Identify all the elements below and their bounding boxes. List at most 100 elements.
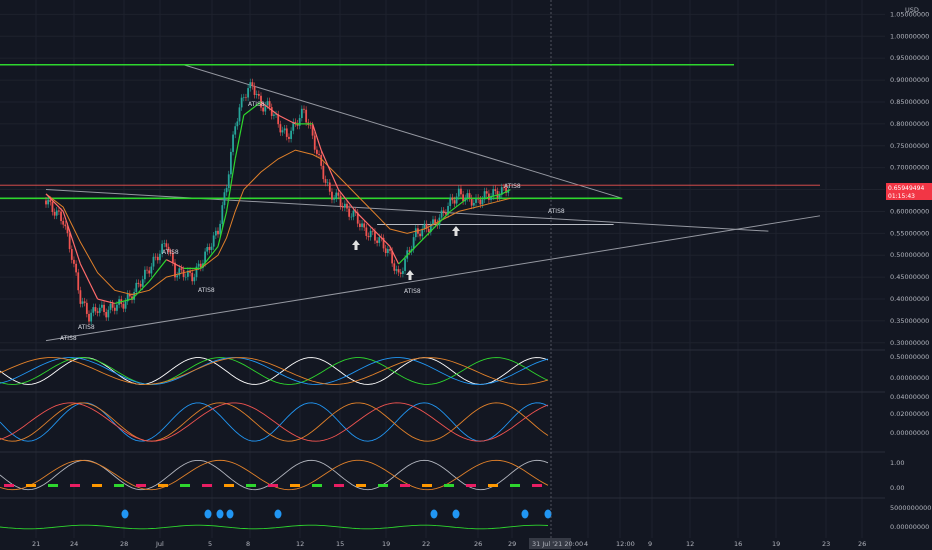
candle-body	[485, 191, 488, 194]
signal-bar	[202, 484, 212, 487]
candle-body	[369, 230, 372, 238]
candle-body	[298, 118, 301, 126]
indicator-line	[0, 524, 549, 530]
price-tick-label: 0.95000000	[890, 54, 929, 62]
candle-body	[408, 250, 411, 252]
price-axis[interactable]	[885, 0, 932, 550]
atis8-label: ATIS8	[198, 287, 215, 294]
trend-line	[183, 64, 623, 199]
fast-moving-average	[398, 246, 417, 265]
signal-bar	[224, 484, 234, 487]
candle-body	[182, 269, 185, 278]
candle-body	[498, 194, 501, 198]
fast-moving-average	[200, 246, 219, 269]
price-tick-label: 0.30000000	[890, 339, 929, 347]
time-tick-label: 24	[70, 540, 78, 548]
candle-body	[257, 93, 260, 96]
candle-body	[275, 114, 277, 115]
candle-body	[109, 303, 112, 310]
up-arrow-marker	[352, 240, 360, 250]
candle-body	[62, 220, 65, 225]
currency-label: USD	[905, 6, 919, 14]
signal-bar	[510, 484, 520, 487]
crosshair-time-badge: 31 Jul '21 20:00	[529, 538, 583, 549]
trend-lines	[45, 64, 821, 342]
candle-body	[457, 188, 460, 197]
candle-body	[193, 277, 196, 282]
fast-moving-average	[501, 189, 511, 195]
time-tick-label: 19	[772, 540, 780, 548]
candle-body	[391, 250, 394, 264]
candle-body	[230, 151, 232, 175]
candle-body	[350, 216, 353, 218]
candle-body	[481, 199, 484, 205]
candle-body	[333, 198, 335, 200]
fast-moving-average	[432, 211, 451, 230]
candle-body	[296, 123, 299, 126]
candle-body	[141, 279, 144, 287]
fast-moving-average	[226, 158, 236, 212]
candle-body	[236, 121, 239, 127]
candle-body	[73, 259, 75, 264]
price-tick-label: 0.60000000	[890, 207, 929, 215]
signal-bar	[4, 484, 14, 487]
signal-bar	[180, 484, 190, 487]
candle-body	[285, 128, 288, 137]
atis8-label: ATIS8	[60, 335, 77, 342]
signal-bar	[268, 484, 278, 487]
signal-bar	[70, 484, 80, 487]
fast-moving-average	[234, 114, 245, 160]
candle-body	[96, 311, 99, 313]
candle-body	[150, 266, 153, 274]
candle-body	[356, 212, 359, 224]
candle-body	[460, 188, 462, 195]
volume-spike-marker	[216, 509, 224, 519]
candle-body	[367, 235, 370, 238]
candle-body	[49, 199, 52, 202]
candle-body	[359, 223, 361, 227]
candle-body	[174, 262, 176, 278]
price-tick-label: 0.85000000	[890, 98, 929, 106]
candle-body	[386, 249, 389, 254]
candle-body	[47, 199, 50, 205]
candle-body	[137, 282, 140, 284]
time-axis-labels[interactable]: 21 24 28 Jul 5 8 12 15 19 22 26 29 4 12:00 9 12 16 19 23 26	[32, 540, 866, 548]
moving-averages	[45, 101, 511, 304]
candle-body	[208, 247, 211, 250]
up-arrow-marker	[452, 226, 460, 236]
candle-body	[148, 270, 151, 274]
candle-body	[339, 195, 342, 207]
candle-body	[468, 193, 471, 199]
candle-body	[255, 93, 258, 95]
candle-body	[122, 304, 125, 309]
candle-body	[305, 109, 308, 123]
candle-body	[365, 227, 368, 236]
candle-body	[451, 197, 454, 201]
pane-tick-label: 5000000000.00000000	[890, 504, 932, 512]
candle-body	[169, 252, 172, 253]
signal-bar	[114, 484, 124, 487]
candle-body	[427, 228, 430, 232]
pane-tick-label: 0.04000000	[890, 393, 929, 401]
time-tick-label: 22	[422, 540, 430, 548]
candle-body	[51, 201, 54, 212]
candle-body	[126, 293, 129, 302]
candle-body	[70, 249, 73, 260]
trend-line	[45, 215, 821, 342]
fast-moving-average	[79, 263, 99, 300]
candle-body	[184, 276, 187, 278]
candle-body	[475, 197, 477, 203]
candle-body	[187, 270, 189, 277]
candle-body	[273, 114, 275, 116]
candle-body	[167, 246, 170, 253]
candle-body	[171, 252, 174, 263]
candle-body	[500, 187, 503, 195]
candle-body	[472, 202, 475, 206]
candle-body	[101, 304, 103, 308]
candle-body	[268, 101, 271, 108]
candle-body	[470, 198, 473, 206]
candle-body	[191, 272, 194, 282]
candle-body	[189, 270, 191, 273]
candle-body	[425, 223, 428, 229]
